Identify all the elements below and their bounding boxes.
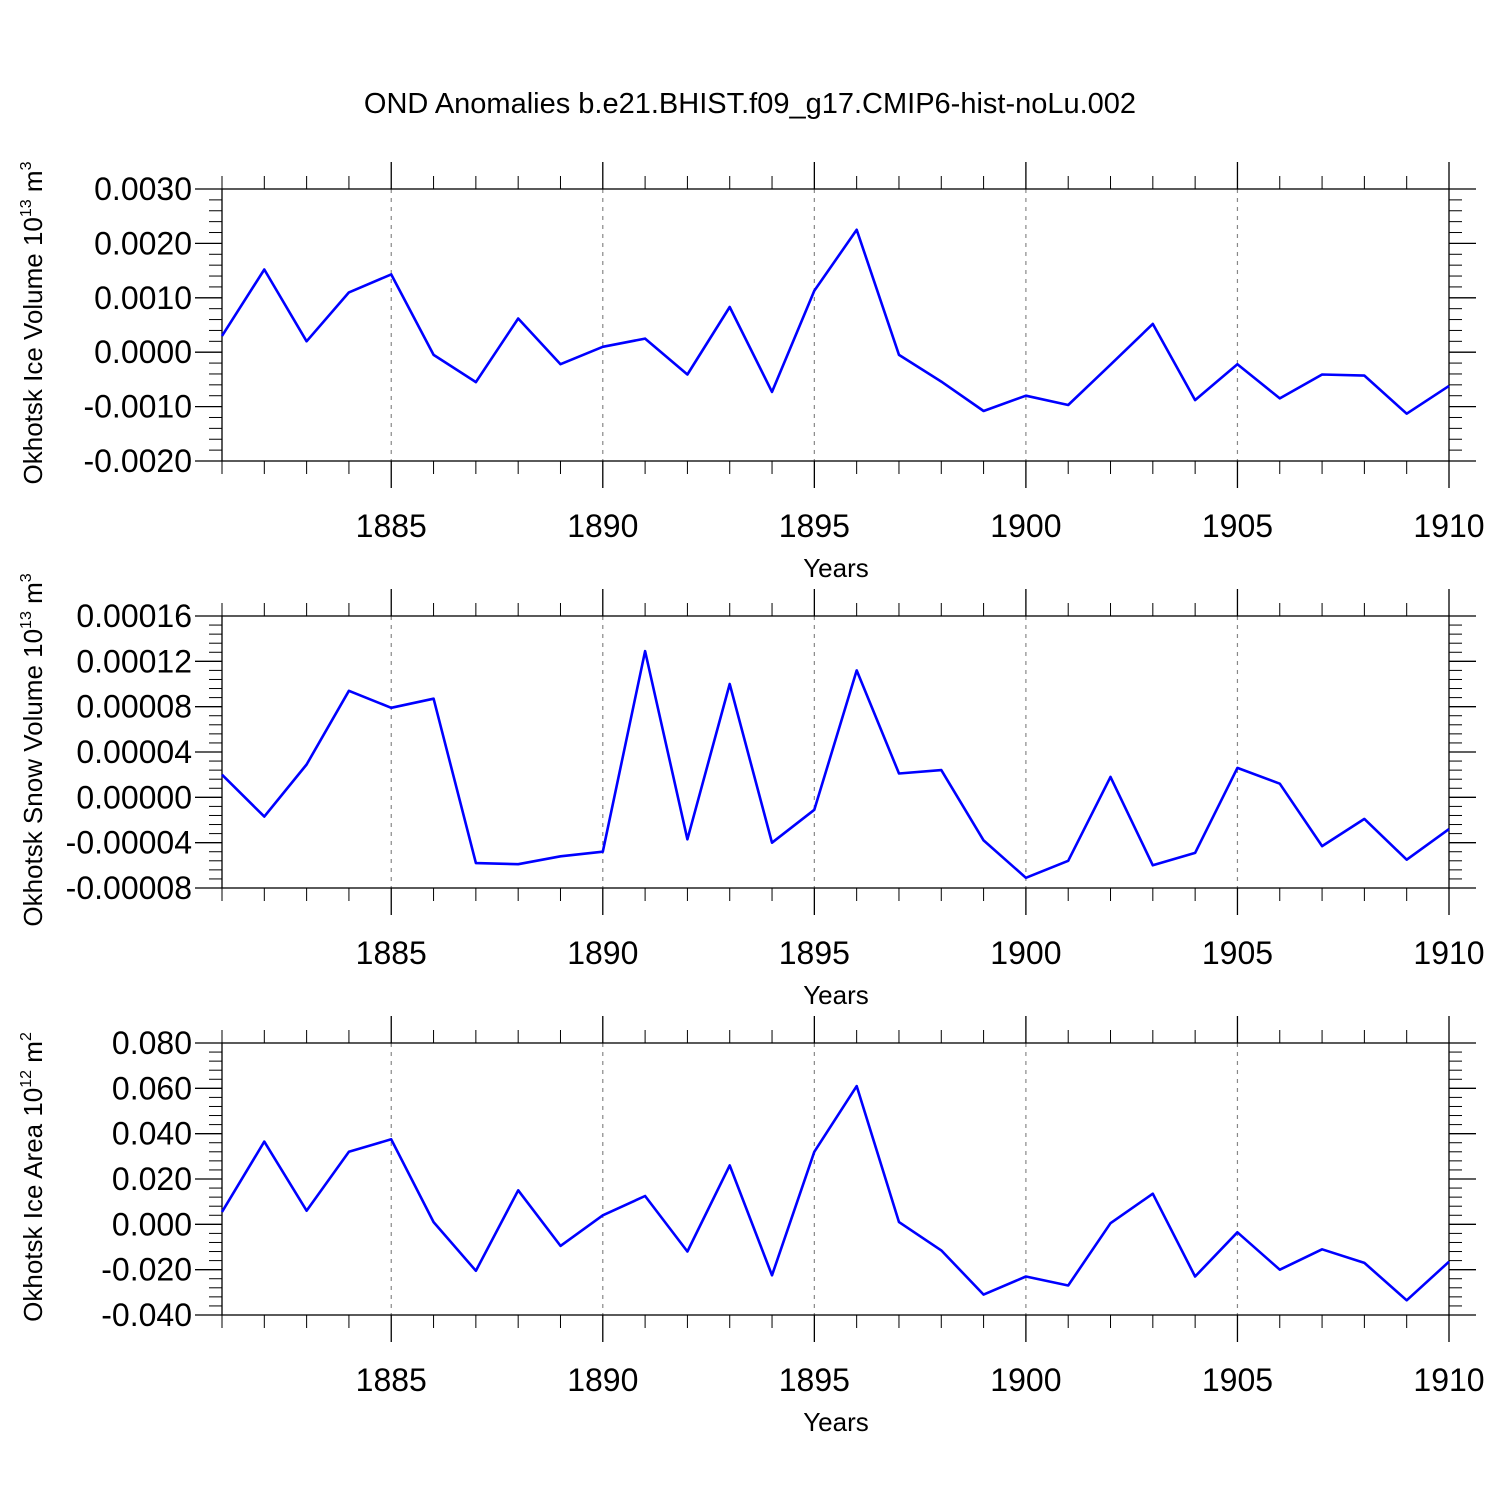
- x-tick-label: 1895: [779, 935, 850, 971]
- y-axis-label-exponent: 13: [18, 199, 35, 217]
- x-tick-label: 1895: [779, 1362, 850, 1398]
- y-tick-label: 0.00012: [76, 643, 192, 679]
- y-axis-label: Okhotsk Ice Area 1012 m2: [18, 1032, 48, 1322]
- y-tick-label: 0.00000: [76, 779, 192, 815]
- y-tick-label: 0.0010: [94, 280, 192, 316]
- y-axis-label: Okhotsk Ice Volume 1013 m3: [18, 161, 48, 484]
- y-tick-label: -0.040: [101, 1297, 192, 1333]
- y-axis-label-unit-exponent: 2: [18, 1032, 35, 1041]
- x-tick-label: 1900: [990, 508, 1061, 544]
- y-axis-label-unit: m: [18, 582, 48, 611]
- x-axis-label: Years: [803, 1407, 869, 1437]
- y-tick-label: 0.0020: [94, 225, 192, 261]
- y-axis-label-exponent: 13: [18, 611, 35, 629]
- x-tick-label: 1890: [567, 935, 638, 971]
- y-tick-label: -0.0020: [83, 443, 192, 479]
- y-tick-label: -0.00004: [66, 825, 192, 861]
- y-tick-label: 0.0030: [94, 171, 192, 207]
- series-line: [221, 649, 1450, 880]
- y-tick-label: 0.020: [112, 1161, 192, 1197]
- chart-panel-2: -0.00008 -0.00004 0.00000 0.00004 0.00008 0.0…: [18, 573, 1485, 1010]
- x-tick-label: 1905: [1202, 935, 1273, 971]
- y-tick-label: 0.040: [112, 1116, 192, 1152]
- chart-title: OND Anomalies b.e21.BHIST.f09_g17.CMIP6-…: [364, 88, 1136, 120]
- y-axis-label-text: Okhotsk Snow Volume 10: [18, 629, 48, 927]
- x-tick-label: 1885: [356, 1362, 427, 1398]
- y-axis-label-exponent: 12: [18, 1070, 35, 1088]
- plot-frame: [221, 188, 1450, 462]
- y-axis-label-text: Okhotsk Ice Volume 10: [18, 217, 48, 484]
- y-axis-label: Okhotsk Snow Volume 1013 m3: [18, 573, 48, 926]
- x-tick-label: 1910: [1413, 1362, 1484, 1398]
- y-tick-label: 0.00008: [76, 689, 192, 725]
- chart-panel-1: -0.0020 -0.0010 0.0000 0.0010 0.0020 0.0030 18…: [18, 161, 1485, 583]
- y-tick-label: 0.060: [112, 1070, 192, 1106]
- y-tick-label: 0.00016: [76, 598, 192, 634]
- chart-panels: -0.0020 -0.0010 0.0000 0.0010 0.0020 0.0030 18…: [18, 161, 1485, 1437]
- y-tick-label: -0.020: [101, 1252, 192, 1288]
- y-axis-label-unit: m: [18, 170, 48, 199]
- plot-frame: [221, 615, 1450, 889]
- x-axis-label: Years: [803, 553, 869, 583]
- y-axis-label-text: Okhotsk Ice Area 10: [18, 1088, 48, 1322]
- y-tick-label: 0.000: [112, 1206, 192, 1242]
- y-axis-label-unit-exponent: 3: [18, 161, 35, 170]
- y-tick-label: 0.00004: [76, 734, 192, 770]
- x-tick-label: 1910: [1413, 935, 1484, 971]
- x-tick-label: 1905: [1202, 508, 1273, 544]
- y-tick-label: 0.080: [112, 1025, 192, 1061]
- x-tick-label: 1890: [567, 508, 638, 544]
- series-line: [220, 1084, 1450, 1302]
- x-tick-label: 1905: [1202, 1362, 1273, 1398]
- y-axis-label-unit-exponent: 3: [18, 573, 35, 582]
- x-tick-label: 1900: [990, 1362, 1061, 1398]
- chart-panel-3: -0.040 -0.020 0.000 0.020 0.040 0.060 0.080 188…: [18, 1016, 1485, 1437]
- series-line: [220, 228, 1450, 416]
- x-axis-label: Years: [803, 980, 869, 1010]
- x-tick-label: 1910: [1413, 508, 1484, 544]
- y-tick-label: -0.00008: [66, 870, 192, 906]
- x-tick-label: 1895: [779, 508, 850, 544]
- x-tick-label: 1885: [356, 508, 427, 544]
- y-axis-label-unit: m: [18, 1041, 48, 1070]
- x-tick-label: 1885: [356, 935, 427, 971]
- x-tick-label: 1900: [990, 935, 1061, 971]
- y-tick-label: 0.0000: [94, 334, 192, 370]
- x-tick-label: 1890: [567, 1362, 638, 1398]
- y-tick-label: -0.0010: [83, 389, 192, 425]
- plot-frame: [221, 1042, 1450, 1316]
